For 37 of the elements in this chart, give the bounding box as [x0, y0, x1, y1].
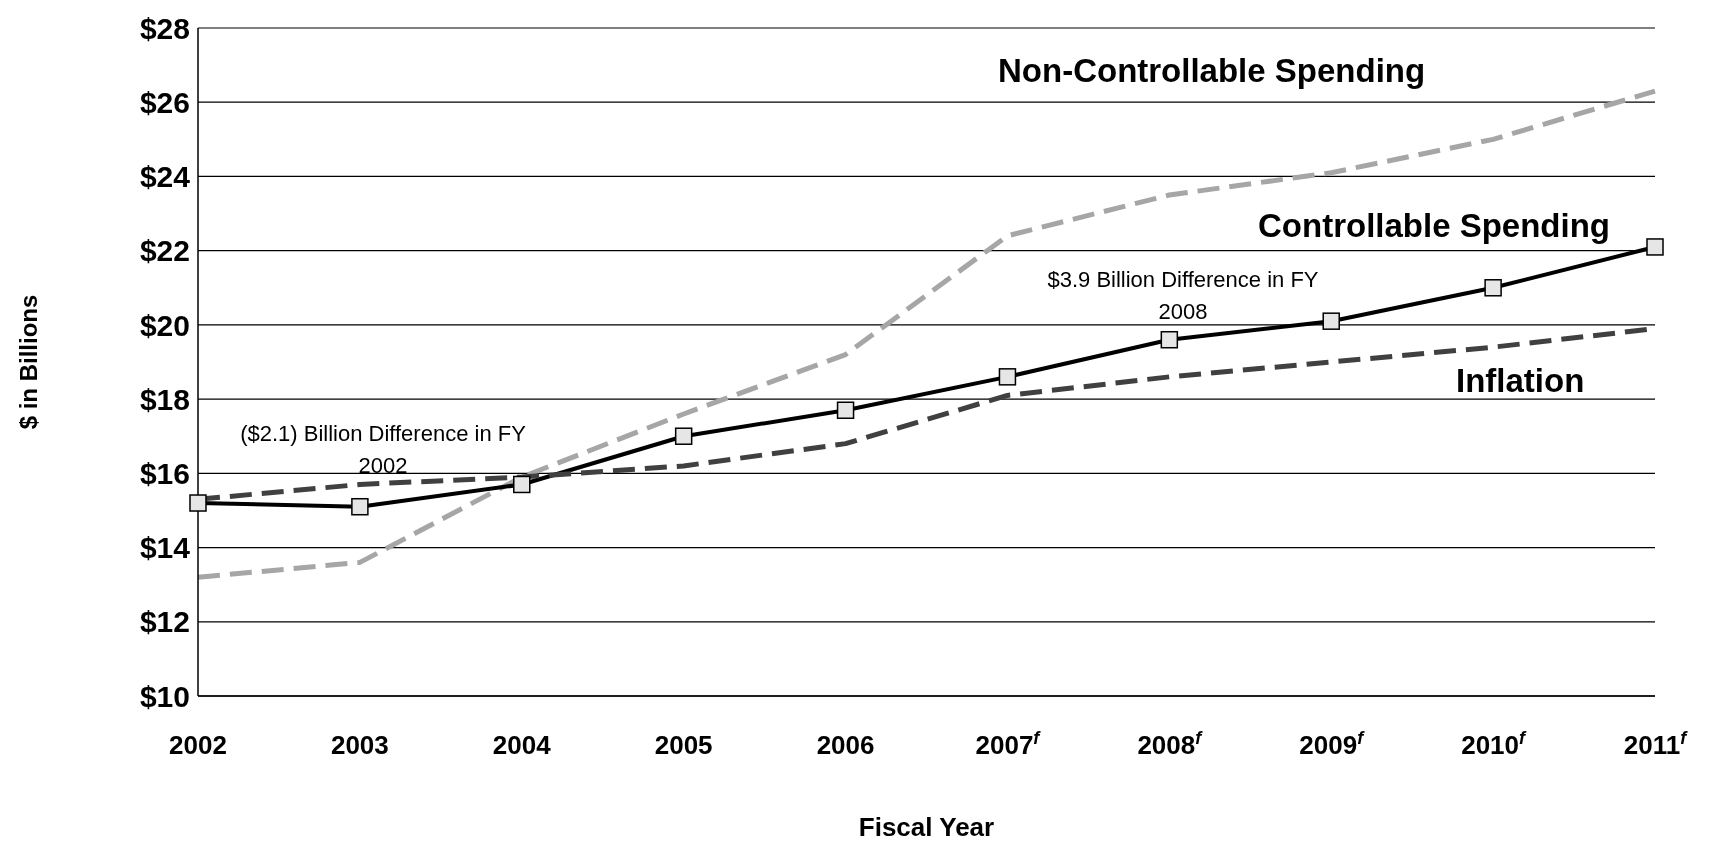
y-tick-label: $26 [139, 85, 190, 119]
x-tick-label: 2007$^{f}$ [975, 728, 1042, 760]
x-tick-label: 2004 [492, 730, 552, 760]
x-tick-label: 2009$^{f}$ [1299, 728, 1366, 760]
annotation: $3.9 Billion Difference in FY 2008 [1046, 266, 1320, 326]
series-label: Non-Controllable Spending [998, 52, 1426, 90]
series-label: Controllable Spending [1258, 207, 1610, 245]
y-tick-label: $24 [139, 160, 191, 194]
point [1322, 312, 1340, 330]
y-tick-label: $28 [139, 11, 190, 45]
y-tick-label: $12 [139, 605, 190, 639]
y-tick-label: $16 [139, 456, 190, 490]
x-tick-label: 2003 [330, 730, 389, 760]
point [189, 494, 207, 512]
annotation: ($2.1) Billion Difference in FY 2002 [239, 420, 527, 480]
y-tick-label: $20 [139, 308, 190, 342]
point [836, 401, 855, 419]
x-tick-label: 2006 [816, 730, 875, 760]
point [674, 427, 693, 445]
point [351, 497, 369, 516]
x-tick-label: 2008$^{f}$ [1137, 728, 1204, 760]
y-tick-label: $10 [139, 679, 190, 713]
point [1646, 238, 1664, 256]
series-label: Inflation [1456, 362, 1585, 400]
y-tick-label: $18 [139, 382, 190, 416]
point [1160, 330, 1179, 349]
point [1484, 279, 1502, 297]
y-axis-title: $ in Billions [14, 294, 42, 430]
x-tick-label: 2010$^{f}$ [1461, 728, 1528, 760]
x-tick-label: 2011$^{f}$ [1623, 728, 1689, 760]
x-axis-title: Fiscal Year [858, 812, 995, 842]
x-tick-label: 2002 [169, 730, 227, 760]
y-tick-label: $14 [139, 531, 191, 565]
x-tick-label: 2005 [654, 730, 713, 760]
y-tick-label: $22 [139, 234, 190, 268]
point [513, 475, 531, 494]
point [998, 368, 1017, 386]
